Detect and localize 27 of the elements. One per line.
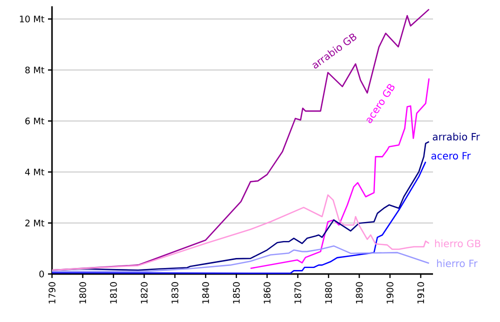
x-tick-label: 1840 xyxy=(202,282,210,304)
x-tick-label: 1870 xyxy=(294,282,302,304)
y-tick-label: 10 Mt xyxy=(20,16,44,22)
x-tick-label: 1850 xyxy=(232,282,240,304)
line-series xyxy=(51,245,430,272)
line-series xyxy=(250,78,430,270)
x-tick-label: 1810 xyxy=(110,282,117,304)
x-tick-label: 1830 xyxy=(172,282,178,304)
x-tick-label: 1900 xyxy=(386,282,394,304)
line-series xyxy=(51,161,426,274)
x-tick-label: 1890 xyxy=(356,282,363,304)
series-label: hierro Fr xyxy=(437,259,478,268)
series-label: acero Fr xyxy=(431,152,471,160)
x-tick-label: 1800 xyxy=(79,282,86,304)
x-tick-label: 1860 xyxy=(264,282,270,304)
y-tick-label: 0 xyxy=(39,270,44,278)
series-label: hierro GB xyxy=(435,240,480,248)
x-tick-label: 1910 xyxy=(417,282,424,304)
y-tick-label: 8 Mt xyxy=(25,66,44,74)
x-tick-label: 1880 xyxy=(325,282,332,304)
x-tick-label: 1820 xyxy=(140,282,148,304)
line-series xyxy=(51,194,430,271)
y-tick-label: 2 Mt xyxy=(25,220,44,226)
y-tick-label: 4 Mt xyxy=(25,168,44,176)
y-tick-label: 6 Mt xyxy=(25,118,44,124)
series-label: arrabio Fr xyxy=(432,132,480,140)
x-tick-label: 1790 xyxy=(48,282,56,304)
